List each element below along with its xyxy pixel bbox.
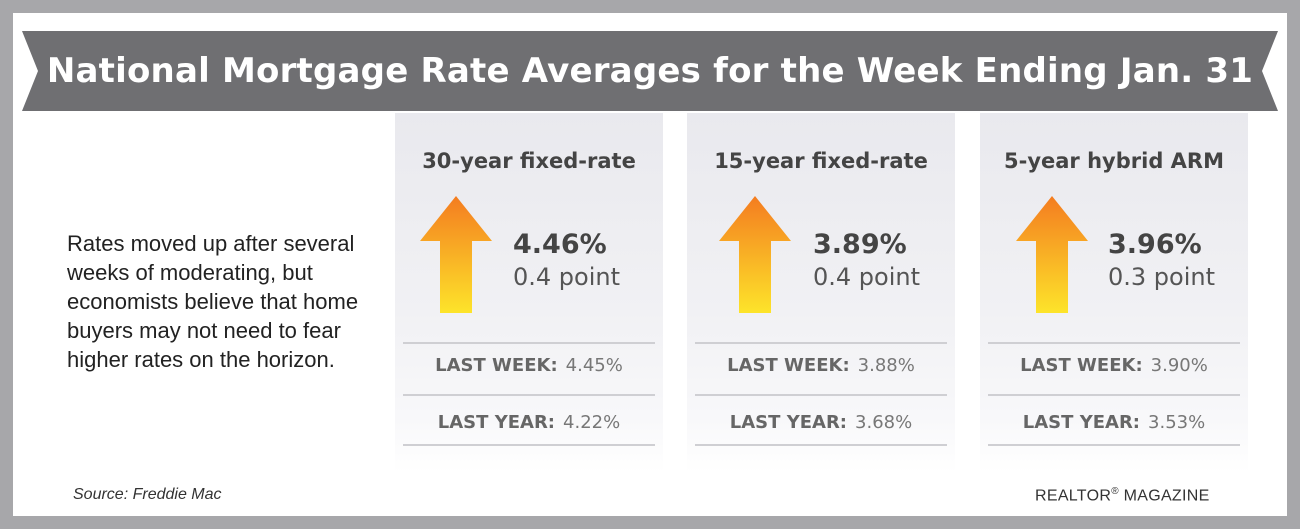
last-week-row: LAST WEEK: 4.45% bbox=[395, 355, 663, 376]
divider bbox=[988, 444, 1240, 446]
title-banner: National Mortgage Rate Averages for the … bbox=[22, 31, 1278, 111]
card-title: 5-year hybrid ARM bbox=[1004, 149, 1224, 173]
divider bbox=[988, 342, 1240, 344]
brand-name: REALTOR bbox=[1035, 487, 1112, 505]
last-week-row: LAST WEEK: 3.88% bbox=[687, 355, 955, 376]
divider bbox=[988, 394, 1240, 396]
page-title: National Mortgage Rate Averages for the … bbox=[46, 51, 1254, 91]
rate-change: 0.4 point bbox=[813, 263, 921, 291]
last-week-label: LAST WEEK: bbox=[727, 355, 850, 376]
registered-mark: ® bbox=[1111, 486, 1119, 497]
banner-ribbon-shape bbox=[22, 31, 1278, 111]
up-arrow-icon bbox=[420, 196, 492, 313]
last-week-label: LAST WEEK: bbox=[1020, 355, 1143, 376]
up-arrow-icon bbox=[1016, 196, 1088, 313]
intro-text: Rates moved up after several weeks of mo… bbox=[67, 231, 359, 372]
rate-card-5-year-arm: 5-year hybrid ARM 3.96% 0.3 point LAST W… bbox=[980, 113, 1248, 473]
last-year-value: 3.53% bbox=[1148, 412, 1206, 433]
card-title: 30-year fixed-rate bbox=[422, 149, 636, 173]
last-week-label: LAST WEEK: bbox=[435, 355, 558, 376]
current-rate: 4.46% bbox=[513, 229, 607, 260]
last-year-label: LAST YEAR: bbox=[729, 412, 848, 433]
divider bbox=[403, 444, 655, 446]
last-year-row: LAST YEAR: 3.68% bbox=[687, 412, 955, 433]
rate-change: 0.4 point bbox=[513, 263, 621, 291]
last-year-value: 4.22% bbox=[563, 412, 621, 433]
last-week-value: 3.88% bbox=[857, 355, 915, 376]
divider bbox=[403, 342, 655, 344]
last-week-row: LAST WEEK: 3.90% bbox=[980, 355, 1248, 376]
brand-logo: REALTOR® MAGAZINE bbox=[1035, 486, 1210, 505]
last-week-value: 4.45% bbox=[565, 355, 623, 376]
divider bbox=[695, 444, 947, 446]
up-arrow-icon bbox=[719, 196, 791, 313]
last-year-row: LAST YEAR: 4.22% bbox=[395, 412, 663, 433]
divider bbox=[403, 394, 655, 396]
rate-card-30-year: 30-year fixed-rate 4.46% 0.4 point LAST … bbox=[395, 113, 663, 473]
brand-suffix: MAGAZINE bbox=[1118, 487, 1210, 505]
last-year-label: LAST YEAR: bbox=[1022, 412, 1141, 433]
rate-change: 0.3 point bbox=[1108, 263, 1216, 291]
current-rate: 3.96% bbox=[1108, 229, 1202, 260]
divider bbox=[695, 394, 947, 396]
current-rate: 3.89% bbox=[813, 229, 907, 260]
source-note: Source: Freddie Mac bbox=[73, 486, 222, 503]
divider bbox=[695, 342, 947, 344]
last-year-label: LAST YEAR: bbox=[437, 412, 556, 433]
card-title: 15-year fixed-rate bbox=[714, 149, 928, 173]
last-year-value: 3.68% bbox=[855, 412, 913, 433]
last-week-value: 3.90% bbox=[1150, 355, 1208, 376]
last-year-row: LAST YEAR: 3.53% bbox=[980, 412, 1248, 433]
rate-card-15-year: 15-year fixed-rate 3.89% 0.4 point LAST … bbox=[687, 113, 955, 473]
